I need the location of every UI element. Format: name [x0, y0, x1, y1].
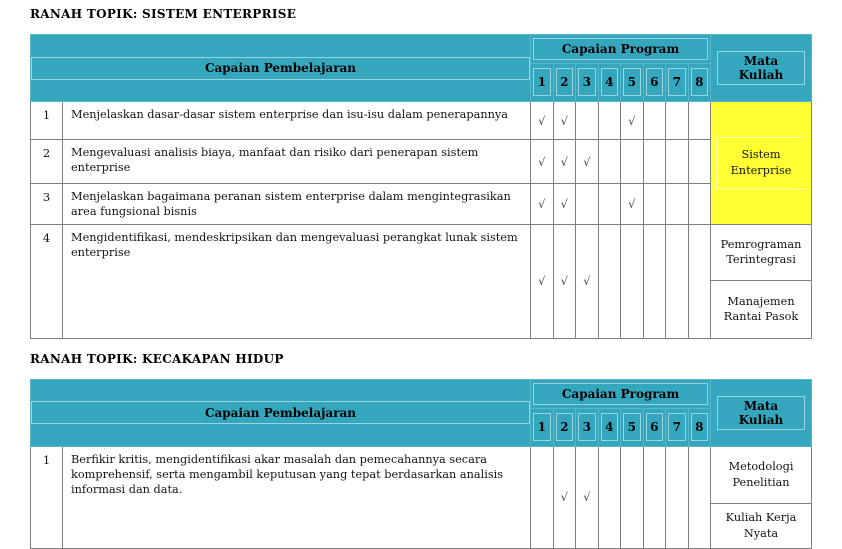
check-cell-empty [687, 101, 712, 140]
check-cell-checked: √ [552, 101, 576, 140]
header-capaian-program-label: Capaian Program [533, 382, 709, 405]
check-cell-empty [575, 101, 599, 140]
check-cell-empty [687, 445, 712, 549]
outcomes-table-sistem-enterprise: Capaian Pembelajaran Capaian Program Mat… [30, 34, 813, 339]
check-cell-checked: √ [552, 183, 576, 225]
row-number: 4 [30, 223, 63, 339]
check-cell-empty [642, 223, 666, 339]
check-cell-checked: √ [620, 101, 644, 140]
check-cell-empty [530, 445, 554, 549]
header-program-col-7: 7 [665, 407, 689, 447]
check-cell-empty [687, 139, 712, 184]
check-cell-empty [642, 139, 666, 184]
header-mata-kuliah: Mata Kuliah [710, 34, 813, 102]
check-cell-checked: √ [552, 139, 576, 184]
check-cell-empty [575, 183, 599, 225]
course-cell: Manajemen Rantai Pasok [710, 279, 813, 339]
outcome-text: Menjelaskan bagaimana peranan sistem ent… [62, 183, 531, 225]
header-program-col-8: 8 [687, 63, 712, 102]
check-cell-checked: √ [575, 445, 599, 549]
header-mata-kuliah: Mata Kuliah [710, 378, 813, 447]
course-cell: Kuliah Kerja Nyata [710, 502, 813, 549]
header-program-col-8: 8 [687, 407, 712, 447]
check-cell-empty [620, 223, 644, 339]
outcome-text: Berfikir kritis, mengidentifikasi akar m… [62, 445, 531, 549]
table-row: 2 Mengevaluasi analisis biaya, manfaat d… [30, 139, 812, 184]
check-cell-empty [597, 223, 621, 339]
course-label: Sistem Enterprise [716, 137, 807, 189]
check-cell-empty [597, 183, 621, 225]
section-sistem-enterprise: RANAH TOPIK: SISTEM ENTERPRISE Capaian P… [30, 7, 813, 339]
check-cell-empty [620, 139, 644, 184]
check-cell-checked: √ [530, 223, 554, 339]
table-row: Kuliah Kerja Nyata [31, 502, 813, 549]
check-cell-checked: √ [530, 101, 554, 140]
check-cell-empty [642, 445, 666, 549]
row-number: 1 [30, 445, 63, 549]
header-capaian-program: Capaian Program [529, 378, 712, 409]
header-mata-kuliah-label: Mata Kuliah [717, 51, 806, 85]
header-capaian-pembelajaran: Capaian Pembelajaran [30, 378, 531, 447]
topic-title-sistem-enterprise: RANAH TOPIK: SISTEM ENTERPRISE [30, 7, 297, 21]
header-program-col-5: 5 [620, 407, 644, 447]
header-program-col-1: 1 [530, 63, 554, 102]
check-cell-empty [665, 139, 689, 184]
section-kecakapan-hidup: RANAH TOPIK: KECAKAPAN HIDUP Capaian Pem… [30, 351, 813, 549]
header-program-col-1: 1 [530, 407, 554, 447]
header-mata-kuliah-label: Mata Kuliah [717, 395, 806, 430]
header-program-col-3: 3 [575, 63, 599, 102]
check-cell-checked: √ [620, 183, 644, 225]
header-program-col-6: 6 [642, 63, 666, 102]
row-number: 2 [30, 139, 63, 184]
header-program-col-2: 2 [552, 407, 576, 447]
course-cell: Metodologi Penelitian [710, 445, 813, 504]
check-cell-empty [665, 101, 689, 140]
course-cell-highlighted: Sistem Enterprise [710, 101, 813, 225]
outcome-text: Mengidentifikasi, mendeskripsikan dan me… [62, 223, 531, 339]
table-row: 4 Mengidentifikasi, mendeskripsikan dan … [30, 223, 813, 339]
header-program-col-6: 6 [642, 407, 666, 447]
check-cell-checked: √ [530, 139, 554, 184]
check-cell-empty [665, 183, 689, 225]
header-capaian-program: Capaian Program [529, 34, 712, 64]
header-program-col-4: 4 [597, 407, 621, 447]
check-cell-checked: √ [575, 223, 599, 339]
header-program-col-3: 3 [575, 407, 599, 447]
check-cell-empty [687, 223, 712, 339]
topic-title-kecakapan-hidup: RANAH TOPIK: KECAKAPAN HIDUP [30, 351, 284, 366]
table-row: 1 Menjelaskan dasar-dasar sistem enterpr… [30, 101, 813, 225]
check-cell-empty [597, 139, 621, 184]
check-cell-empty [597, 101, 621, 140]
outcomes-table-kecakapan-hidup: Capaian Pembelajaran Capaian Program Mat… [30, 378, 813, 549]
header-capaian-pembelajaran-label: Capaian Pembelajaran [31, 56, 530, 80]
check-cell-empty [665, 223, 689, 339]
table-row: 1 Berfikir kritis, mengidentifikasi akar… [30, 445, 813, 549]
check-cell-checked: √ [575, 139, 599, 184]
header-program-col-4: 4 [597, 63, 621, 102]
check-cell-empty [665, 445, 689, 549]
check-cell-empty [642, 101, 666, 140]
check-cell-checked: √ [552, 223, 576, 339]
course-cell: Pemrograman Terintegrasi [710, 223, 813, 281]
check-cell-checked: √ [552, 445, 576, 549]
row-number: 1 [30, 101, 63, 140]
check-cell-empty [597, 445, 621, 549]
check-cell-empty [620, 445, 644, 549]
table-row: Manajemen Rantai Pasok [31, 279, 813, 339]
check-cell-checked: √ [530, 183, 554, 225]
check-cell-empty [642, 183, 666, 225]
header-program-col-2: 2 [552, 63, 576, 102]
header-program-col-7: 7 [665, 63, 689, 102]
outcome-text: Mengevaluasi analisis biaya, manfaat dan… [62, 139, 531, 184]
header-capaian-program-label: Capaian Program [533, 38, 709, 60]
header-capaian-pembelajaran: Capaian Pembelajaran [30, 34, 531, 102]
table-row: 3 Menjelaskan bagaimana peranan sistem e… [30, 183, 812, 225]
row-number: 3 [30, 183, 63, 225]
header-capaian-pembelajaran-label: Capaian Pembelajaran [31, 401, 530, 425]
check-cell-empty [687, 183, 712, 225]
header-program-col-5: 5 [620, 63, 644, 102]
outcome-text: Menjelaskan dasar-dasar sistem enterpris… [62, 101, 531, 140]
